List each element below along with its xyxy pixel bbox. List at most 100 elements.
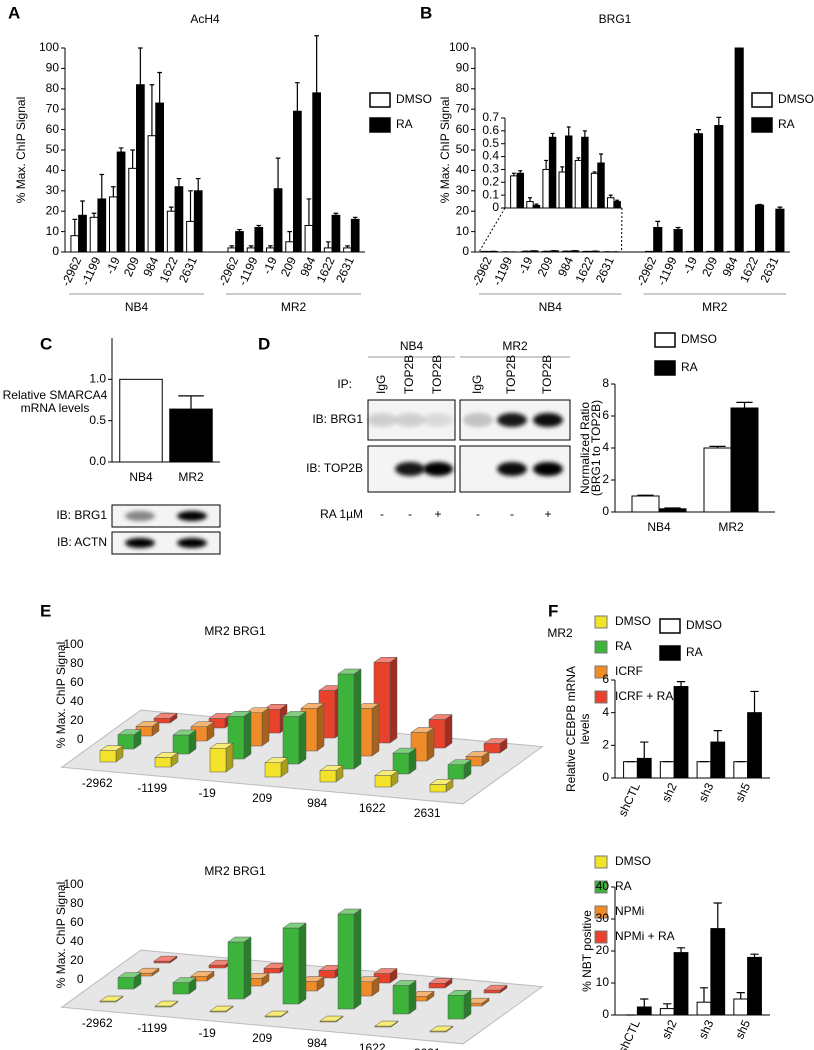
y-tick-label: 100 xyxy=(63,637,83,651)
error-bar xyxy=(640,998,649,1007)
bar-top xyxy=(99,745,124,751)
error-bar xyxy=(99,173,105,199)
blot-group-label: NB4 xyxy=(400,339,424,353)
bar xyxy=(565,135,573,209)
panel-label: A xyxy=(8,3,20,22)
x-tick-label: -1199 xyxy=(654,254,679,287)
x-tick-label: -19 xyxy=(680,254,700,276)
bar-front xyxy=(337,673,355,770)
blot-band xyxy=(395,413,425,427)
blot-band xyxy=(125,511,155,521)
x-tick-label: -1199 xyxy=(235,254,260,287)
error-bar xyxy=(696,129,701,134)
legend-swatch xyxy=(594,855,608,869)
blot-band xyxy=(423,462,453,476)
bar-3d xyxy=(428,977,453,989)
error-bar xyxy=(325,241,331,248)
error-bar xyxy=(592,171,597,174)
bar xyxy=(597,162,605,209)
bar xyxy=(273,188,283,253)
y-tick-label: 6 xyxy=(602,408,609,422)
bar xyxy=(109,196,118,253)
legend-swatch xyxy=(594,905,608,919)
lane-label: TOP2B xyxy=(430,355,444,394)
bar-side xyxy=(371,703,380,757)
bar xyxy=(155,102,165,253)
bar-3d xyxy=(337,668,362,770)
bar xyxy=(665,250,675,253)
bar-front xyxy=(483,989,501,994)
lane-label: TOP2B xyxy=(402,355,416,394)
x-tick-label: -1199 xyxy=(490,254,515,287)
bar-3d xyxy=(135,721,160,737)
bar-3d xyxy=(245,972,270,987)
y-tick-label: 0.5 xyxy=(89,413,106,427)
legend-swatch xyxy=(594,640,608,654)
treatment-sign: - xyxy=(510,507,514,521)
error-bar xyxy=(676,681,686,687)
legend-label: NPMi + RA xyxy=(615,929,675,943)
x-tick-label: sh3 xyxy=(696,780,717,804)
x-tick-label: 984 xyxy=(555,254,576,278)
error-bar xyxy=(716,116,722,126)
y-tick-label: 60 xyxy=(70,675,84,689)
y-tick-label: 70 xyxy=(456,101,470,115)
bar-side xyxy=(408,980,417,1015)
x-tick-label: sh2 xyxy=(659,780,680,804)
error-bar xyxy=(80,200,85,216)
error-bar xyxy=(518,170,523,174)
bar-top xyxy=(428,714,453,720)
bar xyxy=(673,686,689,779)
bar xyxy=(147,135,157,253)
chart-title: AcH4 xyxy=(190,12,220,26)
bar xyxy=(193,190,203,253)
lane-label: TOP2B xyxy=(540,355,554,394)
blot-band xyxy=(463,413,493,427)
error-bar xyxy=(637,494,654,496)
error-bar xyxy=(699,987,709,1003)
y-axis-label: (BRG1 to TOP2B) xyxy=(589,400,603,496)
panel-label: D xyxy=(258,334,270,353)
legend-swatch xyxy=(751,117,773,133)
bar-3d xyxy=(153,955,178,964)
blot-frame xyxy=(111,531,221,555)
y-tick-label: 30 xyxy=(456,183,470,197)
x-tick-label: 2631 xyxy=(757,254,781,284)
bar xyxy=(710,928,726,1016)
legend-label: RA xyxy=(681,360,698,374)
bar xyxy=(331,214,341,253)
bar-3d xyxy=(319,765,344,783)
bar-top xyxy=(319,765,344,771)
blot-band xyxy=(423,413,453,427)
bar-front xyxy=(99,750,117,763)
error-bar xyxy=(736,992,745,999)
bar-front xyxy=(319,770,337,783)
bar xyxy=(526,201,534,209)
bar-front xyxy=(227,941,245,1000)
bar xyxy=(747,956,762,1016)
y-tick-label: 20 xyxy=(46,203,60,217)
bar-3d xyxy=(392,747,417,775)
bar xyxy=(747,712,762,779)
legend-swatch xyxy=(594,665,608,679)
error-bar xyxy=(248,245,254,248)
bar-3d xyxy=(99,995,124,1003)
bar-side xyxy=(353,668,362,770)
error-bar xyxy=(663,1003,672,1009)
bar-top xyxy=(447,759,472,765)
bar-3d xyxy=(483,738,508,754)
error-bar xyxy=(91,212,97,218)
x-tick-label: sh2 xyxy=(659,1017,680,1041)
bar-front xyxy=(392,985,410,1015)
bar xyxy=(733,998,749,1016)
y-tick-label: 40 xyxy=(70,934,84,948)
bar-front xyxy=(282,927,300,1005)
x-tick-label: -1199 xyxy=(137,1021,167,1035)
legend-swatch xyxy=(369,92,391,108)
error-bar xyxy=(550,132,555,138)
bar-front xyxy=(282,716,300,765)
bar-3d xyxy=(447,989,472,1020)
blot-band xyxy=(497,413,527,427)
bar xyxy=(754,204,765,253)
bar-top xyxy=(263,704,288,710)
